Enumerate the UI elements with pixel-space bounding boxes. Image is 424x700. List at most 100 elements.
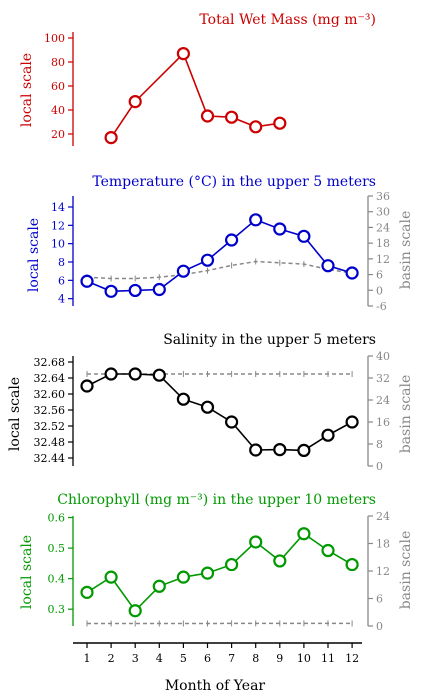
data-point [200,400,215,414]
y-tick-label-right: 0 [376,460,383,473]
y-tick-label-right: 12 [376,565,390,578]
data-point [297,527,311,541]
y-tick-label-left: 80 [51,56,65,69]
y-tick-label-left: 0.5 [48,542,66,555]
y-tick-label-right: 24 [376,394,390,407]
data-point [200,253,215,267]
y-tick-label-right: 0 [376,284,383,297]
series-line [86,373,353,452]
y-tick-label-right: 40 [376,350,390,363]
data-point [104,570,118,584]
data-point [273,116,287,130]
data-point [176,46,190,61]
y-tick-label-left: 0.3 [48,603,66,616]
data-point [225,557,239,572]
panel-ylabel-temperature: local scale [26,218,42,292]
data-point [176,264,190,278]
data-point [80,274,94,288]
x-tick-label: 7 [228,652,235,665]
data-point [225,110,239,124]
x-tick-label: 5 [180,652,187,665]
data-point [249,535,263,549]
y-tick-label-right: 12 [376,253,390,266]
y-tick-label-right: 0 [376,620,383,633]
y-tick-label-left: 32.48 [34,436,66,449]
y-tick-label-left: 32.68 [34,356,66,369]
data-point [200,566,215,580]
data-point [345,266,359,280]
chart-marks: 20406080100468101214-606121824303632.443… [34,32,390,665]
y-tick-label-left: 0.6 [48,512,66,525]
data-point [297,443,311,457]
panel-ylabel2-temperature: basin scale [398,211,414,290]
panel-title-chlorophyll: Chlorophyll (mg m⁻³) in the upper 10 met… [57,492,376,508]
y-tick-label-left: 4 [58,293,65,306]
data-point [152,368,166,382]
y-tick-label-right: 8 [376,438,383,451]
y-tick-label-left: 10 [51,238,65,251]
x-tick-label: 2 [108,652,115,665]
x-tick-label: 4 [156,652,163,665]
data-point [273,443,287,457]
data-point [104,367,118,381]
data-point [104,131,118,145]
y-tick-label-right: 18 [376,237,390,250]
panel-title-salinity: Salinity in the upper 5 meters [163,332,376,348]
data-point [321,543,335,558]
y-tick-label-left: 100 [44,32,65,45]
y-tick-label-left: 0.4 [48,573,66,586]
data-point [273,554,287,568]
panel-ylabel-wet-mass: local scale [19,53,35,127]
data-point [321,259,335,273]
data-point [176,392,190,406]
data-point [128,367,142,381]
y-tick-label-right: 30 [376,206,390,219]
panel-ylabel-chlorophyll: local scale [19,535,35,609]
y-tick-label-right: 18 [376,538,390,551]
y-tick-label-left: 32.52 [34,420,66,433]
data-point [128,94,142,109]
y-tick-label-right: 16 [376,416,390,429]
series-line [86,218,353,293]
y-tick-label-right: 24 [376,221,390,234]
data-point [152,282,166,297]
y-tick-label-left: 14 [51,201,65,214]
y-tick-label-right: 24 [376,510,390,523]
basin-series-line [86,260,353,280]
data-point [104,284,118,298]
panel-title-temperature: Temperature (°C) in the upper 5 meters [92,174,376,190]
data-point [225,233,239,247]
data-point [225,415,239,429]
x-tick-label: 9 [276,652,283,665]
y-tick-label-left: 32.56 [34,404,66,417]
y-tick-label-left: 60 [51,80,65,93]
panel-title-wet-mass: Total Wet Mass (mg m⁻³) [199,12,376,28]
data-point [152,579,166,593]
data-point [297,229,311,243]
y-tick-label-left: 32.44 [34,452,66,465]
panel-ylabel2-salinity: basin scale [398,375,414,454]
data-point [128,604,142,618]
data-point [321,428,335,442]
series-line [86,532,353,612]
y-tick-label-right: 32 [376,372,390,385]
y-tick-label-right: -6 [376,300,387,313]
x-tick-label: 3 [132,652,139,665]
data-point [80,379,94,393]
data-point [200,109,215,123]
data-point [273,222,287,236]
x-tick-label: 1 [84,652,91,665]
y-tick-label-left: 32.64 [34,372,66,385]
x-tick-label: 12 [345,652,359,665]
y-tick-label-left: 6 [58,274,65,287]
y-tick-label-right: 6 [376,269,383,282]
data-point [128,283,142,298]
y-tick-label-left: 20 [51,128,65,141]
panel-ylabel2-chlorophyll: basin scale [398,531,414,610]
data-point [80,585,94,599]
x-tick-label: 11 [321,652,335,665]
data-point [176,570,190,584]
x-tick-label: 10 [297,652,311,665]
x-tick-label: 8 [252,652,259,665]
